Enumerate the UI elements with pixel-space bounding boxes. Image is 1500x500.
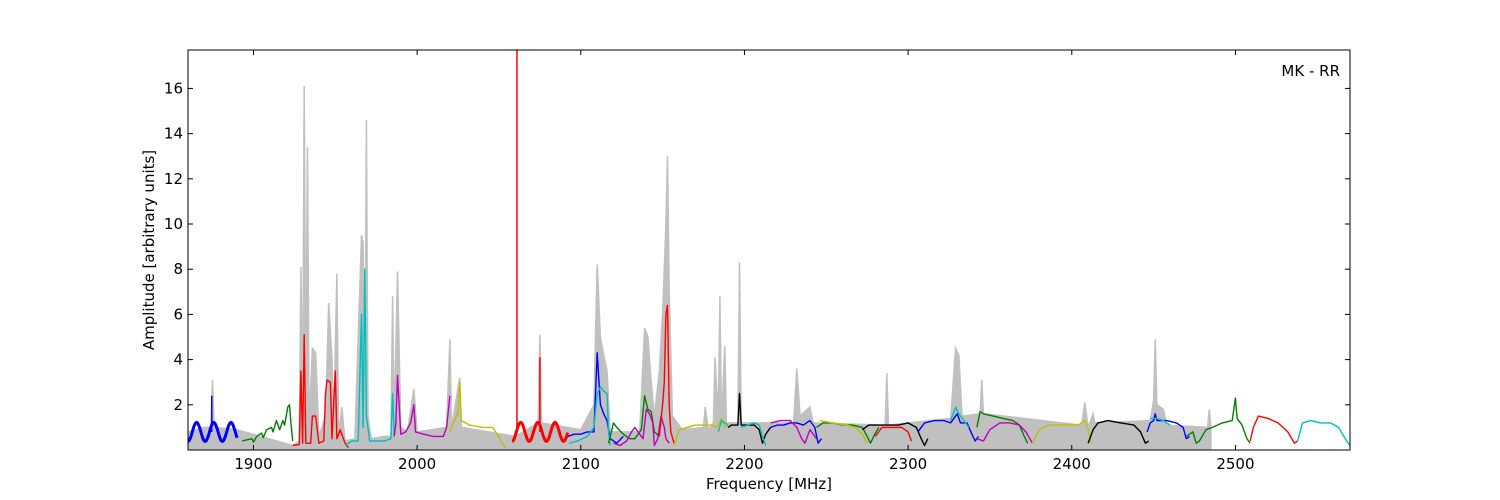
series-line-30 xyxy=(1185,397,1251,444)
series-line-24 xyxy=(976,410,1029,444)
x-tick-label: 2500 xyxy=(1216,455,1254,473)
series-line-20 xyxy=(861,422,929,447)
axis-ticks: 1900 2000 2100 2200 2300 2400 2500 2 4 6 8 10 12 14 16 xyxy=(164,50,1350,473)
x-axis-title: Frequency [MHz] xyxy=(706,475,832,493)
x-tick-label: 2300 xyxy=(889,455,927,473)
series-line-5 xyxy=(449,381,507,449)
series-line-26 xyxy=(1031,419,1093,444)
y-axis-title: Amplitude [arbitrary units] xyxy=(140,150,158,350)
y-tick-label: 6 xyxy=(173,305,183,323)
series-line-7 xyxy=(567,352,624,444)
x-tick-label: 2000 xyxy=(398,455,436,473)
series-line-23 xyxy=(950,406,970,428)
series-line-29 xyxy=(1150,417,1171,426)
series-line-21 xyxy=(874,426,913,442)
x-tick-label: 2400 xyxy=(1053,455,1091,473)
series-line-1 xyxy=(241,404,294,443)
series-line-19 xyxy=(819,419,868,444)
series-line-12 xyxy=(673,417,729,446)
series-line-22 xyxy=(917,413,980,442)
series-line-17 xyxy=(770,419,818,444)
plot-frame xyxy=(187,49,1351,451)
y-tick-label: 10 xyxy=(164,215,183,233)
y-tick-label: 8 xyxy=(173,260,183,278)
series-line-27 xyxy=(1087,419,1150,444)
series-line-9 xyxy=(607,395,660,444)
series-line-13 xyxy=(717,419,729,433)
series-line-10 xyxy=(613,408,670,447)
x-tick-label: 2100 xyxy=(562,455,600,473)
annotation-label: MK - RR xyxy=(1281,62,1340,80)
x-tick-label: 2200 xyxy=(725,455,763,473)
series-line-11 xyxy=(658,304,675,444)
series-line-4 xyxy=(393,374,451,438)
series-line-2 xyxy=(292,334,349,449)
x-tick-label: 1900 xyxy=(234,455,272,473)
series-line-25 xyxy=(976,422,1034,444)
y-tick-label: 14 xyxy=(164,125,183,143)
series-line-8 xyxy=(569,386,611,446)
y-tick-label: 4 xyxy=(173,351,183,369)
series-line-16 xyxy=(770,419,822,444)
series-line-31 xyxy=(1249,415,1298,444)
plot-area xyxy=(188,50,1350,450)
y-tick-label: 2 xyxy=(173,396,183,414)
series-line-18 xyxy=(816,422,880,444)
series-line-15 xyxy=(740,422,767,446)
background-series xyxy=(188,86,1212,450)
series-line-3 xyxy=(344,268,395,447)
series-line-32 xyxy=(1296,419,1350,446)
series-line-0 xyxy=(188,420,239,443)
y-tick-label: 16 xyxy=(164,79,183,97)
y-tick-label: 12 xyxy=(164,170,183,188)
